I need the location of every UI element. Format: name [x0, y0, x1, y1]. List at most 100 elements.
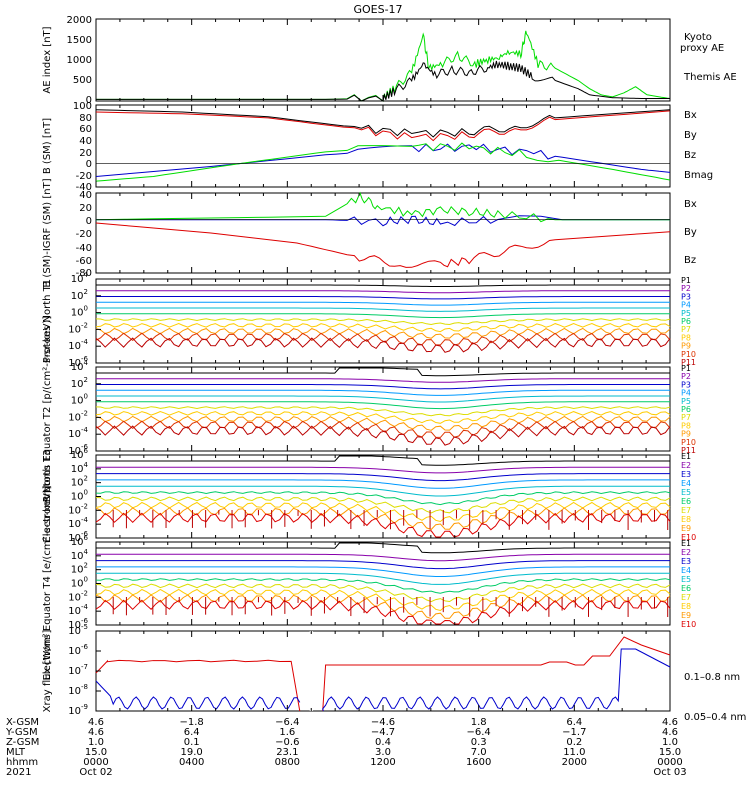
orbit-row-value: 4.6 — [662, 727, 678, 738]
ytick-label: 104 — [71, 271, 89, 285]
series-group — [95, 284, 671, 353]
panel-protons-equator: Protons Equator T2 [p/(cm²-s-sr-keV)] P1… — [42, 316, 696, 503]
legend-channel: P9 — [681, 342, 691, 351]
legend-by: By — [684, 130, 697, 141]
ytick-label: 10-4 — [68, 338, 88, 352]
ytick-label: 10-6 — [68, 643, 88, 657]
legend-channel: E1 — [681, 452, 691, 461]
series-group — [95, 109, 671, 182]
legend-channel: E8 — [681, 602, 691, 611]
ytick-label: 100 — [71, 393, 88, 407]
legend-channel: P7 — [681, 413, 691, 422]
channel-line — [96, 296, 670, 300]
ytick-label: 106 — [71, 447, 89, 461]
orbit-row-value: 0800 — [275, 757, 300, 768]
channel-line — [95, 501, 671, 523]
orbit-row-value: −1.8 — [180, 717, 204, 728]
ytick-label: 20 — [79, 203, 92, 214]
orbit-row-value: −4.6 — [371, 717, 395, 728]
legend-channel: E10 — [681, 533, 696, 542]
ytick-label: 104 — [71, 359, 89, 373]
legend-channel: E9 — [681, 611, 691, 620]
ytick-label: 10-2 — [68, 589, 88, 603]
orbit-row-value: 1.0 — [662, 737, 678, 748]
legend-channel: E3 — [681, 557, 691, 566]
orbit-row-value: Oct 03 — [653, 767, 686, 778]
ytick-label: 1000 — [67, 55, 92, 66]
ytick-label: 10-2 — [68, 502, 88, 516]
y-axis-label: B (SM) [nT] — [42, 118, 53, 174]
legend-channel: P10 — [681, 350, 696, 359]
orbit-row-value: 1200 — [370, 757, 395, 768]
orbit-row-value: 4.6 — [88, 717, 104, 728]
orbit-row-value: 0.4 — [375, 737, 391, 748]
channel-line — [95, 599, 671, 625]
ytick-label: 10-2 — [68, 409, 88, 423]
legend-themis-ae: Themis AE — [683, 72, 737, 83]
orbit-row-value: 1.8 — [471, 717, 487, 728]
orbit-row-value: 3.0 — [375, 747, 391, 758]
y-axis-label: AE index [nT] — [42, 26, 53, 93]
ytick-label: 10-8 — [68, 683, 88, 697]
orbit-row-label: MLT — [6, 747, 26, 758]
legend-channel: P5 — [681, 397, 691, 406]
legend-channel: P8 — [681, 333, 691, 342]
y-axis-label: Electrons Equator T4 [e/(cm²-s-sr-keV)] — [42, 485, 53, 680]
orbit-row-value: 1600 — [466, 757, 491, 768]
series-group — [96, 30, 671, 102]
legend-channel: P11 — [681, 446, 696, 455]
panel-xray-flux: Xray flux [W/m²] 10-5 10-6 10-7 10-8 10-9 0.… — [42, 623, 746, 723]
ytick-label: -80 — [76, 268, 92, 279]
ytick-label: 500 — [73, 75, 92, 86]
legend-channel: E4 — [681, 566, 691, 575]
ytick-label: 104 — [71, 548, 89, 562]
series-line — [96, 30, 671, 102]
orbit-row-value: 15.0 — [659, 747, 681, 758]
orbit-row-label: Y-GSM — [5, 727, 38, 738]
legend-channel: P2 — [681, 372, 691, 381]
orbit-row-value: 0.2 — [566, 737, 582, 748]
channel-line — [96, 401, 670, 410]
legend-channel: E5 — [681, 575, 691, 584]
ytick-label: 10-2 — [68, 321, 88, 335]
ytick-label: 102 — [71, 288, 88, 302]
legend-xray-short: 0.05–0.4 nm — [684, 712, 746, 723]
legend-channel: P9 — [681, 430, 691, 439]
orbit-row-value: 4.6 — [88, 727, 104, 738]
series-line — [95, 191, 670, 223]
ytick-label: -20 — [76, 229, 92, 240]
ytick-label: 100 — [71, 305, 88, 319]
orbit-row-value: 1.6 — [279, 727, 295, 738]
legend-channel: E7 — [681, 506, 691, 515]
legend-channel: E3 — [681, 470, 691, 479]
legend-channel: E8 — [681, 515, 691, 524]
ytick-label: 10-5 — [68, 623, 88, 637]
ytick-label: 100 — [73, 101, 92, 112]
ytick-label: 40 — [79, 190, 92, 201]
channel-line — [95, 420, 671, 438]
xray-long-line — [322, 636, 671, 712]
legend-channel: P11 — [681, 358, 696, 367]
channel-line — [95, 322, 671, 333]
orbit-row-value: 15.0 — [85, 747, 107, 758]
legend-bx: Bx — [684, 199, 697, 210]
orbit-row-value: 0.3 — [471, 737, 487, 748]
ytick-label: 10-9 — [68, 703, 88, 717]
xray-long-line — [95, 659, 301, 712]
orbit-row-label: 2021 — [6, 767, 31, 778]
legend-channel: P8 — [681, 421, 691, 430]
channel-line — [95, 491, 671, 506]
legend-channel: E6 — [681, 497, 691, 506]
ytick-label: 106 — [71, 534, 89, 548]
legend-bmag: Bmag — [684, 170, 713, 181]
orbit-row-value: 0400 — [179, 757, 204, 768]
y-axis-label: Protons North T1 — [42, 279, 53, 363]
channel-line — [95, 588, 671, 612]
orbit-row-value: −6.4 — [275, 717, 299, 728]
ytick-label: 40 — [79, 136, 92, 147]
orbit-row-value: 0000 — [83, 757, 108, 768]
